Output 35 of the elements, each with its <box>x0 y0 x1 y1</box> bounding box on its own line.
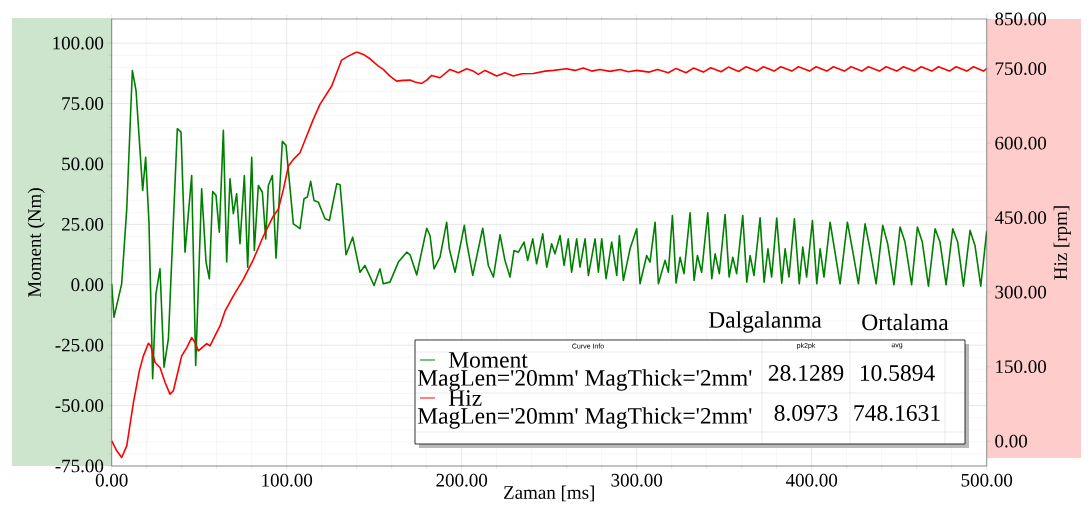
x-tick-label: 100.00 <box>262 473 313 487</box>
y2-tick-label: 600.00 <box>995 136 1047 150</box>
annotation: Ortalama <box>862 313 949 331</box>
x-tick-label: 400.00 <box>785 473 838 487</box>
annotation: 748.1631 <box>854 405 940 421</box>
y-tick-label: -50.00 <box>55 399 104 413</box>
line-series <box>111 51 987 459</box>
y-tick-label: -25.00 <box>55 338 104 352</box>
y2-tick-label: 300.00 <box>995 285 1047 299</box>
y2-tick-label: 850.00 <box>995 12 1047 26</box>
y-tick-label: -75.00 <box>55 459 104 473</box>
annotation: 8.0973 <box>774 405 838 421</box>
annotation: 10.5894 <box>860 365 935 381</box>
annotation: Dalgalanma <box>708 311 822 333</box>
annotation: MagLen='20mm' MagThick='2mm' <box>417 407 752 429</box>
y-tick-label: 50.00 <box>62 157 104 171</box>
y-tick-label: 100.00 <box>53 36 104 50</box>
x-axis-title: Zaman [ms] <box>503 485 594 502</box>
x-tick-label: 200.00 <box>436 473 488 487</box>
y-tick-label: 25.00 <box>61 217 104 231</box>
y2-tick-label: 750.00 <box>995 62 1047 76</box>
y-tick-label: 0.00 <box>71 278 104 292</box>
y-tick-label: 75.00 <box>62 97 104 111</box>
legend-label: Hiz <box>448 390 482 406</box>
y-axis-title: Moment (Nm) <box>27 188 45 298</box>
y2-axis-title: Hiz [rpm] <box>1053 206 1071 280</box>
annotation: 28.1289 <box>768 365 844 381</box>
y2-tick-label: 150.00 <box>996 360 1047 374</box>
annotation: MagLen='20mm' MagThick='2mm' <box>417 369 752 391</box>
legend-label: Moment <box>448 352 528 368</box>
x-tick-label: 500.00 <box>961 473 1013 487</box>
y2-tick-label: 0.00 <box>995 434 1028 448</box>
x-tick-label: 0.00 <box>95 473 128 487</box>
x-tick-label: 300.00 <box>611 473 663 487</box>
y2-tick-label: 450.00 <box>994 211 1047 225</box>
